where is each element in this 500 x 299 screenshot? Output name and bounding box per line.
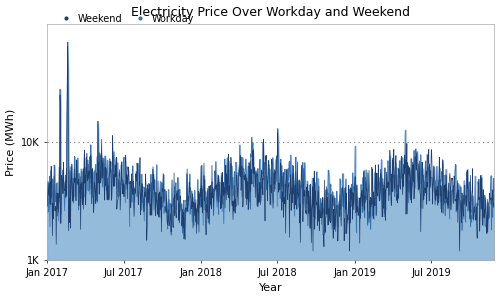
X-axis label: Year: Year — [259, 283, 282, 293]
Y-axis label: Price (MWh): Price (MWh) — [6, 109, 16, 176]
Title: Electricity Price Over Workday and Weekend: Electricity Price Over Workday and Weeke… — [132, 6, 410, 19]
Legend: Weekend, Workday: Weekend, Workday — [52, 10, 198, 28]
